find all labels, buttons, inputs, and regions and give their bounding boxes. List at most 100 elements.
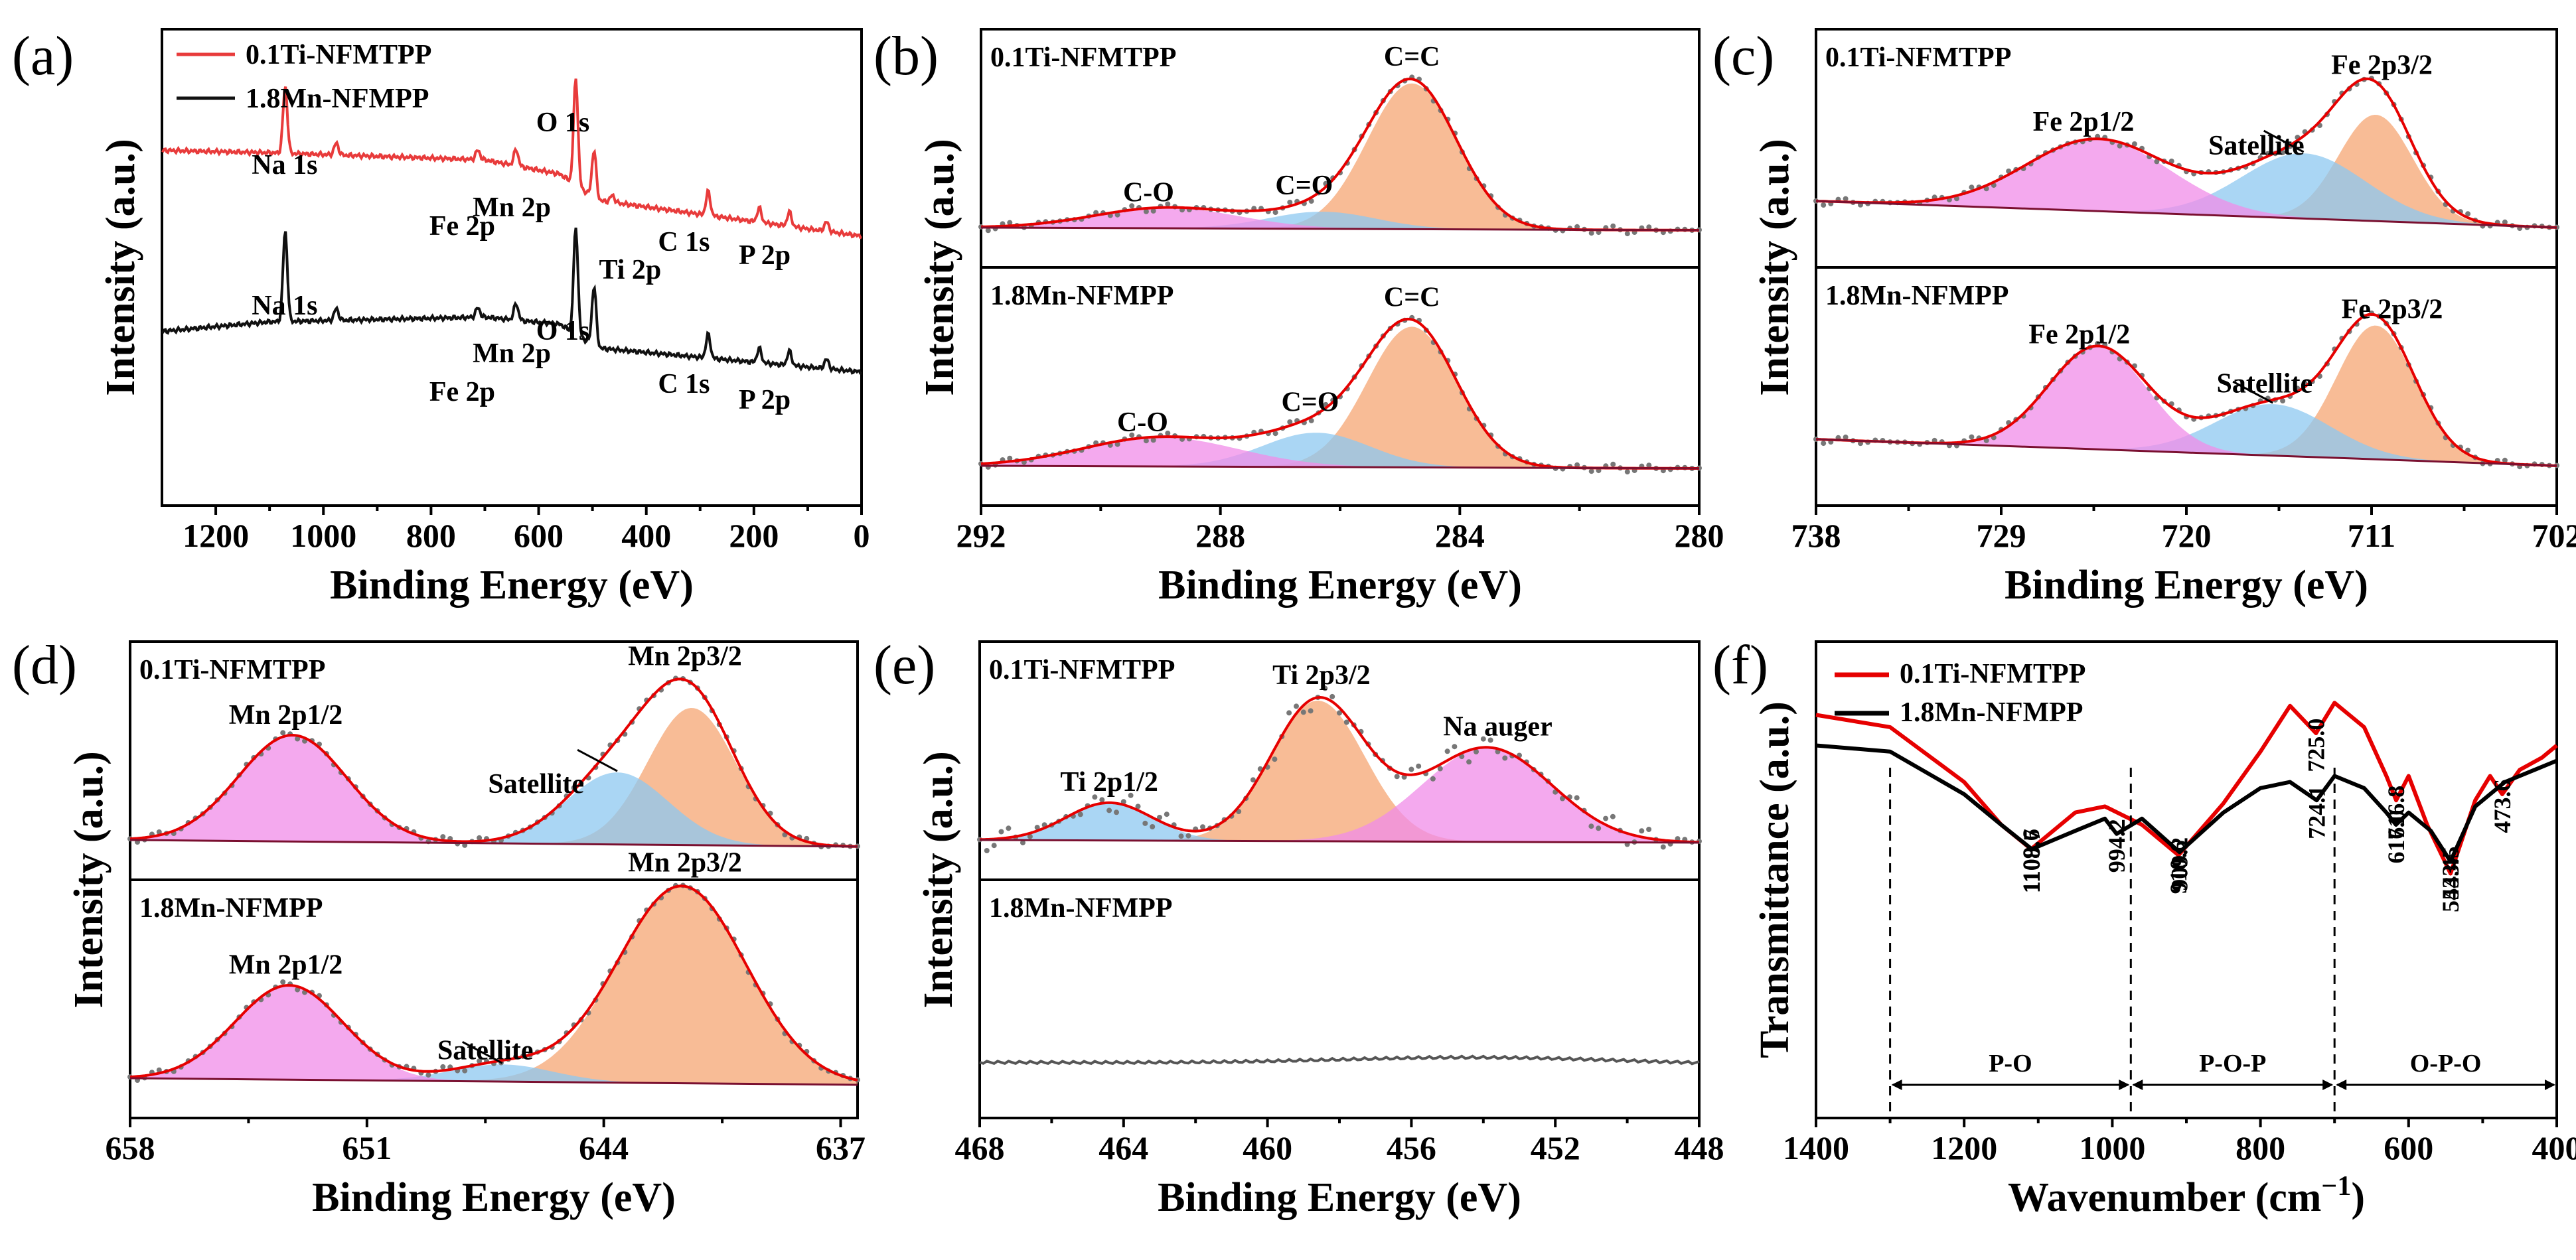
data-point bbox=[1843, 434, 1849, 440]
peak-wavenumber: 1108.7 bbox=[2018, 829, 2045, 893]
data-point bbox=[1574, 795, 1580, 801]
fit-component bbox=[980, 700, 1699, 843]
panel-label: (c) bbox=[1712, 25, 1774, 87]
background-line bbox=[980, 226, 1700, 232]
x-tick-label: 1200 bbox=[183, 517, 249, 554]
fit-component bbox=[1816, 153, 2557, 228]
legend-label: 0.1Ti-NFMTPP bbox=[246, 40, 431, 70]
data-point bbox=[1821, 441, 1827, 447]
data-point bbox=[2502, 219, 2508, 225]
x-tick-label: 1200 bbox=[1931, 1129, 1997, 1166]
data-point bbox=[1408, 766, 1414, 772]
peak-annotation: O 1s bbox=[536, 316, 590, 346]
data-point bbox=[2280, 149, 2286, 155]
ftir-line-mn bbox=[1815, 743, 2558, 864]
data-point bbox=[477, 835, 483, 841]
background-line bbox=[979, 839, 1700, 844]
background-line bbox=[1815, 438, 2557, 467]
data-point bbox=[1610, 813, 1616, 819]
x-tick-label: 280 bbox=[1675, 517, 1724, 554]
peak-annotation: Fe 2p bbox=[429, 211, 495, 242]
fit-component bbox=[1816, 404, 2557, 466]
fit-component bbox=[130, 735, 858, 847]
legend-label: 1.8Mn-NFMPP bbox=[246, 84, 429, 114]
data-point bbox=[1007, 455, 1013, 461]
peak-label: Fe 2p3/2 bbox=[2331, 50, 2433, 80]
data-point bbox=[1574, 224, 1580, 230]
sample-tag: 1.8Mn-NFMPP bbox=[989, 893, 1172, 924]
data-point bbox=[1394, 774, 1400, 780]
data-point bbox=[1142, 820, 1148, 826]
sample-tag: 0.1Ti-NFMTPP bbox=[990, 42, 1176, 73]
sample-tag: 1.8Mn-NFMPP bbox=[1825, 281, 2008, 311]
peak-label: Mn 2p3/2 bbox=[628, 642, 742, 672]
x-axis-label: Wavenumber (cm−1) bbox=[2008, 1171, 2365, 1220]
panel-d: 658 651 644 637 Intensity (a.u.) (d) Binding E… bbox=[12, 634, 866, 1220]
peak-label: C=O bbox=[1275, 171, 1333, 201]
data-point bbox=[1150, 437, 1156, 443]
region-label: P-O bbox=[1989, 1050, 2032, 1078]
x-tick-label: 738 bbox=[1791, 517, 1841, 554]
peak-label: C=C bbox=[1384, 283, 1440, 313]
data-point bbox=[1610, 223, 1616, 229]
data-point bbox=[1603, 815, 1609, 821]
x-tick-label: 1400 bbox=[1783, 1129, 1849, 1166]
x-tick-label: 651 bbox=[342, 1129, 392, 1166]
fit-component bbox=[981, 433, 1699, 468]
data-point bbox=[1135, 804, 1141, 809]
panel-b: 292 288 284 280 Intensity (a.u.) (b) Binding E… bbox=[873, 25, 1724, 608]
data-point bbox=[1588, 823, 1594, 829]
satellite-arrow bbox=[577, 748, 618, 772]
peak-annotation: P 2p bbox=[739, 240, 791, 271]
data-point bbox=[1150, 824, 1156, 829]
data-point bbox=[1480, 736, 1486, 742]
data-point bbox=[1077, 811, 1083, 817]
peak-label: Fe 2p1/2 bbox=[2033, 107, 2135, 137]
y-axis-label: Intensity (a.u.) bbox=[1752, 139, 1797, 396]
y-axis-label: Intensity (a.u.) bbox=[916, 751, 961, 1009]
x-tick-label: 448 bbox=[1675, 1129, 1724, 1166]
y-axis-label: Intensity (a.u.) bbox=[98, 139, 143, 396]
fit-component bbox=[1816, 346, 2557, 466]
region-label-bg bbox=[1967, 1049, 2053, 1077]
data-point bbox=[991, 843, 997, 849]
data-point bbox=[1250, 777, 1256, 783]
data-point bbox=[1286, 710, 1292, 716]
sample-tag: 0.1Ti-NFMTPP bbox=[1825, 42, 2011, 73]
series-line-ti bbox=[161, 78, 862, 240]
data-point bbox=[1969, 434, 1975, 440]
data-point bbox=[1165, 431, 1171, 436]
x-axis-label: Binding Energy (eV) bbox=[330, 563, 694, 608]
peak-annotation: O 1s bbox=[536, 107, 590, 138]
legend-label: 0.1Ti-NFMTPP bbox=[1900, 659, 2085, 689]
data-point bbox=[1129, 203, 1135, 209]
peak-annotation: C 1s bbox=[658, 227, 710, 257]
panel-label: (d) bbox=[12, 634, 77, 696]
arrow-head bbox=[2545, 1080, 2555, 1090]
data-point bbox=[1106, 807, 1112, 813]
x-axis-label: Binding Energy (eV) bbox=[1158, 1175, 1521, 1220]
peak-wavenumber: 725.0 bbox=[2303, 719, 2329, 772]
data-point bbox=[1646, 462, 1652, 468]
peak-wavenumber: 617.0 bbox=[2383, 809, 2409, 863]
region-label-bg bbox=[2403, 1049, 2488, 1077]
panel-label: (b) bbox=[873, 25, 939, 87]
sample-tag: 0.1Ti-NFMTPP bbox=[139, 655, 325, 685]
x-tick-label: 460 bbox=[1243, 1129, 1292, 1166]
data-point bbox=[1092, 794, 1098, 800]
data-point bbox=[1300, 709, 1306, 715]
data-point bbox=[1034, 825, 1040, 831]
region-label: O-P-O bbox=[2410, 1050, 2482, 1078]
fit-component bbox=[981, 83, 1699, 230]
region-label: P-O-P bbox=[2199, 1050, 2266, 1078]
data-point bbox=[1308, 198, 1314, 204]
data-point bbox=[462, 1068, 468, 1074]
x-tick-label: 288 bbox=[1195, 517, 1245, 554]
data-point bbox=[1272, 756, 1278, 762]
peak-wavenumber: 473.6 bbox=[2489, 780, 2516, 833]
satellite-arrow bbox=[2263, 129, 2305, 153]
fit-component bbox=[980, 747, 1699, 843]
x-tick-label: 452 bbox=[1531, 1129, 1580, 1166]
sample-tag: 0.1Ti-NFMTPP bbox=[989, 655, 1175, 685]
x-tick-label: 600 bbox=[2384, 1129, 2433, 1166]
